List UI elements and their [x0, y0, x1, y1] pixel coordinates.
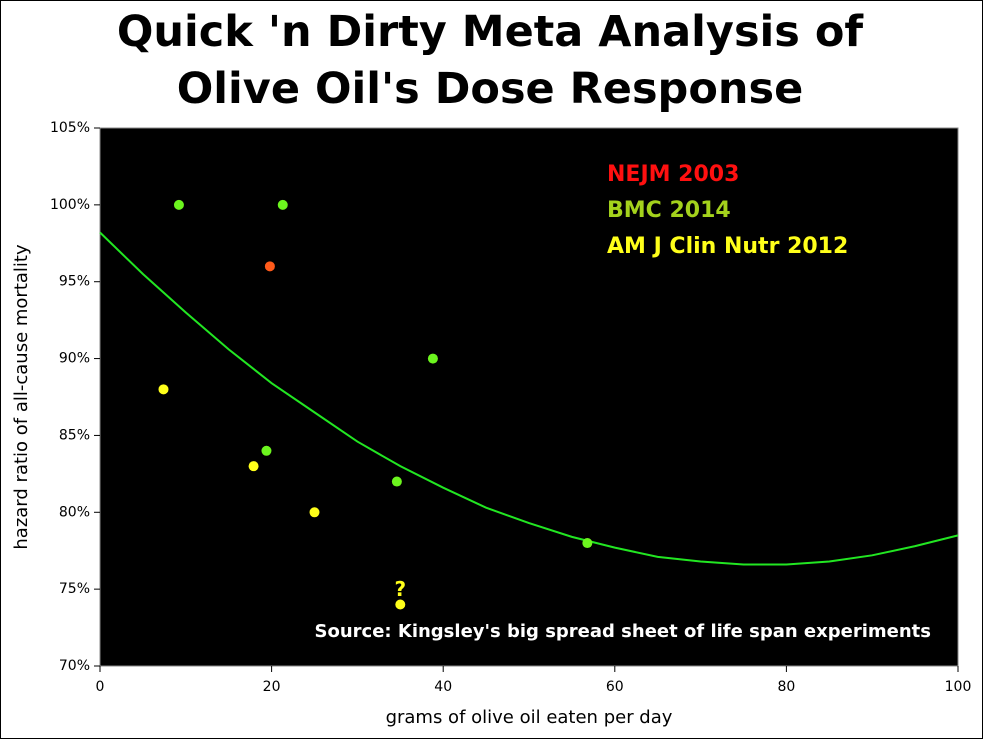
legend-entry: NEJM 2003	[607, 162, 739, 187]
legend-entry: AM J Clin Nutr 2012	[607, 234, 848, 259]
data-point	[173, 199, 184, 210]
data-point	[277, 199, 288, 210]
y-tick-label: 85%	[59, 427, 90, 443]
y-tick-label: 75%	[59, 581, 90, 597]
data-point	[309, 507, 320, 518]
data-point	[264, 261, 275, 272]
y-tick-label: 80%	[59, 504, 90, 520]
data-point	[248, 461, 259, 472]
plot-area	[99, 127, 959, 667]
x-tick-label: 60	[606, 679, 624, 695]
x-tick-label: 100	[945, 679, 972, 695]
data-point	[427, 353, 438, 364]
data-point	[391, 476, 402, 487]
x-tick-label: 80	[777, 679, 795, 695]
y-tick-label: 105%	[50, 120, 90, 136]
y-tick-label: 100%	[50, 197, 90, 213]
x-tick-label: 20	[263, 679, 281, 695]
y-axis-label: hazard ratio of all-cause mortality	[11, 244, 32, 550]
data-point	[158, 384, 169, 395]
data-point	[395, 599, 406, 610]
y-tick-label: 90%	[59, 351, 90, 367]
annotation: ?	[394, 577, 406, 601]
x-tick-label: 40	[434, 679, 452, 695]
y-tick-label: 95%	[59, 274, 90, 290]
data-point	[261, 445, 272, 456]
x-tick-label: 0	[96, 679, 105, 695]
chart-title: Quick 'n Dirty Meta Analysis of Olive Oi…	[116, 7, 864, 114]
data-point	[582, 538, 593, 549]
fit-line	[99, 231, 959, 566]
source-note: Source: Kingsley's big spread sheet of l…	[315, 621, 932, 642]
legend-entry: BMC 2014	[607, 198, 731, 223]
y-tick-label: 70%	[59, 658, 90, 674]
x-axis-label: grams of olive oil eaten per day	[386, 707, 673, 728]
